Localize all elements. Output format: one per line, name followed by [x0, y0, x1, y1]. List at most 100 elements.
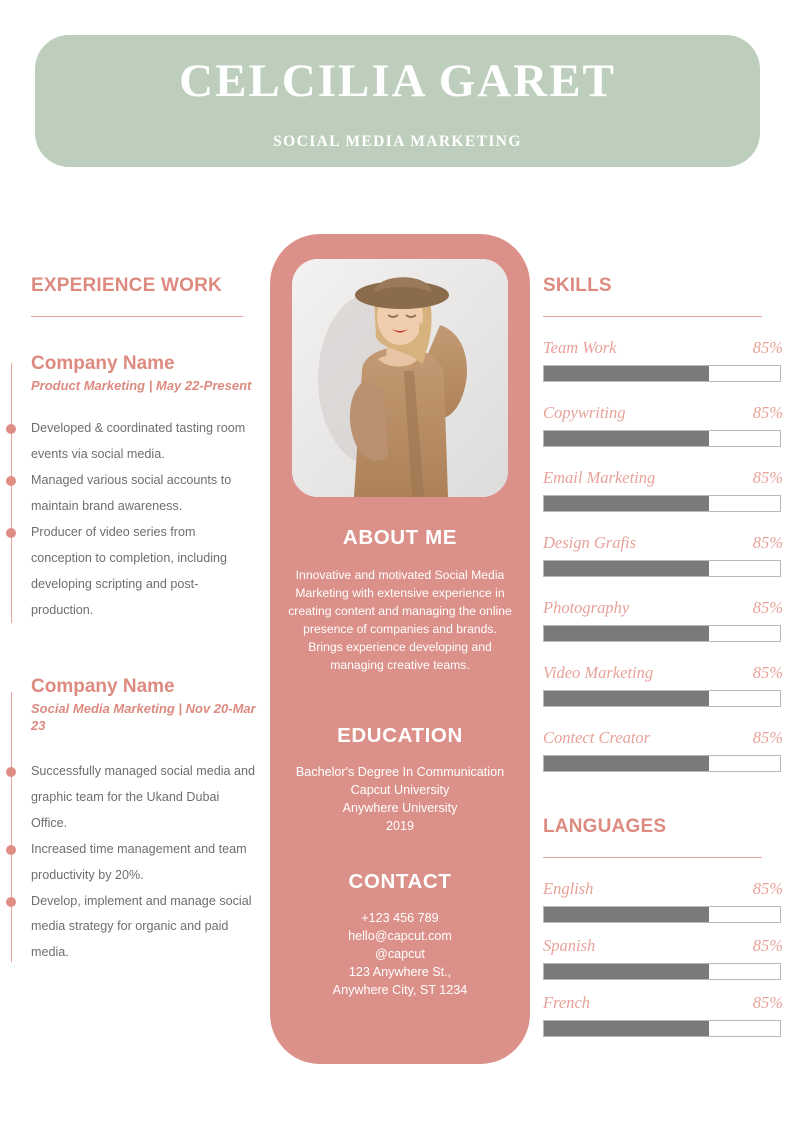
portrait-photo-icon [292, 259, 508, 497]
bullet-text: Increased time management and team produ… [31, 841, 247, 882]
language-label: Spanish [543, 936, 596, 955]
contact-address-line2: Anywhere City, ST 1234 [332, 982, 468, 997]
contact-address-line1: 123 Anywhere St., [348, 964, 452, 979]
languages-heading: LANGUAGES [543, 816, 667, 837]
skills-heading: SKILLS [543, 275, 612, 296]
language-item: Spanish 85% [543, 936, 783, 980]
skill-bar-fill [544, 431, 710, 446]
about-section: ABOUT ME Innovative and motivated Social… [270, 526, 530, 674]
skill-label: Team Work [543, 338, 617, 357]
contact-phone[interactable]: +123 456 789 [361, 911, 439, 925]
skill-bar-fill [544, 691, 710, 706]
bullet-dot-icon [6, 528, 16, 539]
skill-item: Copywriting 85% [543, 403, 783, 447]
language-bar-fill [544, 964, 710, 979]
bullet-text: Successfully managed social media and gr… [31, 763, 256, 830]
language-bar [543, 963, 781, 980]
bullet-dot-icon [6, 766, 16, 777]
list-item: Developed & coordinated tasting room eve… [6, 416, 258, 468]
education-line: Bachelor's Degree In Communication [295, 765, 505, 779]
skill-bar-fill [544, 496, 710, 511]
education-line: Anywhere University [342, 800, 458, 815]
skill-item: Contect Creator 85% [543, 728, 783, 772]
languages-divider [543, 857, 762, 858]
experience-role: Product Marketing | May 22-Present [31, 377, 252, 393]
avatar [292, 259, 508, 497]
language-label: English [543, 879, 594, 898]
timeline-line [11, 691, 13, 962]
contact-handle[interactable]: @capcut [375, 946, 425, 961]
skill-label: Video Marketing [543, 663, 654, 682]
list-item: Managed various social accounts to maint… [6, 468, 258, 520]
skill-item: Email Marketing 85% [543, 468, 783, 512]
language-item: French 85% [543, 993, 783, 1037]
skill-percent: 85% [752, 338, 783, 357]
bullet-dot-icon [6, 424, 16, 435]
experience-heading: EXPERIENCE WORK [31, 275, 222, 296]
skill-label: Email Marketing [543, 468, 656, 487]
page-title: CELCILIA GARET [179, 54, 616, 107]
bullet-text: Managed various social accounts to maint… [31, 473, 232, 514]
list-item: Producer of video series from conception… [6, 520, 258, 624]
contact-section: CONTACT +123 456 789 hello@capcut.com @c… [270, 870, 530, 999]
skill-bar [543, 755, 781, 772]
language-item: English 85% [543, 879, 783, 923]
education-line: 2019 [385, 818, 415, 833]
education-section: EDUCATION Bachelor's Degree In Communica… [270, 724, 530, 836]
experience-bullets: Developed & coordinated tasting room eve… [6, 416, 258, 624]
timeline-line [11, 363, 13, 623]
education-line: Capcut University [350, 782, 450, 797]
language-bar [543, 1020, 781, 1037]
education-lines: Bachelor's Degree In Communication Capcu… [270, 764, 530, 836]
experience-divider [31, 316, 243, 317]
skill-label: Contect Creator [543, 728, 651, 747]
skill-percent: 85% [752, 533, 783, 552]
skill-bar [543, 690, 781, 707]
experience-entry: Company Name Social Media Marketing | No… [0, 676, 258, 966]
language-label: French [543, 993, 591, 1012]
bullet-text: Develop, implement and manage social med… [31, 893, 252, 960]
list-item: Develop, implement and manage social med… [6, 889, 258, 967]
skills-divider [543, 316, 762, 317]
header-subtitle: SOCIAL MEDIA MARKETING [273, 132, 522, 150]
profile-card: ABOUT ME Innovative and motivated Social… [270, 234, 530, 1064]
skill-bar-fill [544, 366, 710, 381]
skill-label: Copywriting [543, 403, 626, 422]
skill-bar [543, 560, 781, 577]
contact-heading: CONTACT [348, 870, 452, 893]
skill-bar-fill [544, 756, 710, 771]
skill-bar-fill [544, 561, 710, 576]
skill-label: Photography [543, 598, 630, 617]
education-heading: EDUCATION [337, 724, 463, 747]
skill-percent: 85% [752, 598, 783, 617]
bullet-dot-icon [6, 896, 16, 907]
experience-bullets: Successfully managed social media and gr… [6, 759, 258, 967]
contact-lines: +123 456 789 hello@capcut.com @capcut 12… [270, 910, 530, 999]
language-bar [543, 906, 781, 923]
bullet-dot-icon [6, 476, 16, 487]
skill-bar [543, 495, 781, 512]
about-text: Innovative and motivated Social Media Ma… [288, 568, 512, 673]
skill-bar-fill [544, 626, 710, 641]
list-item: Increased time management and team produ… [6, 837, 258, 889]
bullet-text: Developed & coordinated tasting room eve… [31, 421, 246, 462]
skill-percent: 85% [752, 403, 783, 422]
language-bar-fill [544, 1021, 710, 1036]
skills-column: SKILLS Team Work 85% Copywriting 85% Ema… [543, 275, 783, 1037]
bullet-text: Producer of video series from conception… [31, 525, 228, 617]
list-item: Successfully managed social media and gr… [6, 759, 258, 837]
skill-item: Design Grafis 85% [543, 533, 783, 577]
skill-item: Photography 85% [543, 598, 783, 642]
language-percent: 85% [752, 993, 783, 1012]
experience-company: Company Name [31, 353, 175, 374]
skill-bar [543, 365, 781, 382]
contact-email[interactable]: hello@capcut.com [348, 928, 452, 943]
experience-role: Social Media Marketing | Nov 20-Mar 23 [31, 700, 256, 734]
header-band: CELCILIA GARET SOCIAL MEDIA MARKETING [35, 35, 760, 167]
skill-bar [543, 430, 781, 447]
skill-percent: 85% [752, 728, 783, 747]
experience-entry: Company Name Product Marketing | May 22-… [0, 353, 258, 624]
bullet-dot-icon [6, 844, 16, 855]
skill-item: Video Marketing 85% [543, 663, 783, 707]
skill-label: Design Grafis [543, 533, 637, 552]
